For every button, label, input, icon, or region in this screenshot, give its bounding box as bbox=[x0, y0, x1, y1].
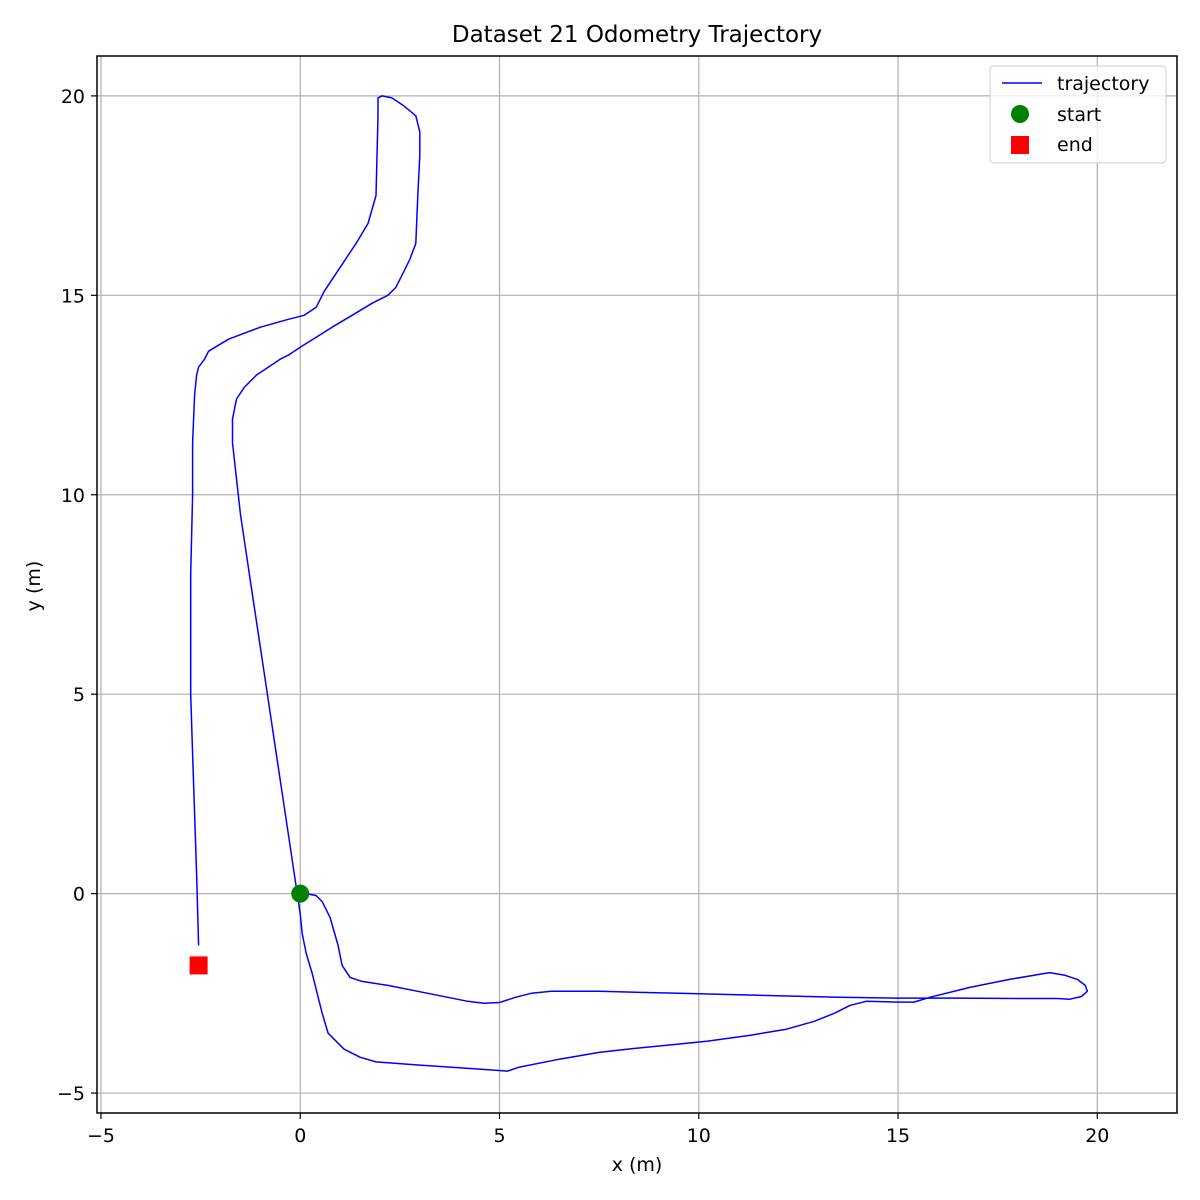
y-tick-label: 10 bbox=[61, 485, 85, 507]
x-tick-label: 15 bbox=[886, 1125, 910, 1147]
grid bbox=[97, 56, 1177, 1113]
y-tick-label: 0 bbox=[73, 884, 85, 906]
legend-end-label: end bbox=[1057, 134, 1093, 156]
axes-frame bbox=[96, 55, 1178, 1114]
legend-box bbox=[989, 65, 1167, 164]
legend-start-label: start bbox=[1057, 104, 1101, 126]
x-tick-label: 10 bbox=[687, 1125, 711, 1147]
y-tick-label: 15 bbox=[61, 285, 85, 307]
y-tick-label: 5 bbox=[73, 684, 85, 706]
x-tick-label: 20 bbox=[1085, 1125, 1109, 1147]
end-marker bbox=[189, 956, 208, 975]
legend: trajectory start end bbox=[989, 65, 1167, 164]
x-tick-label: 0 bbox=[294, 1125, 306, 1147]
trajectory-line bbox=[189, 95, 1089, 1072]
y-tick-label: 20 bbox=[61, 86, 85, 108]
ticks: −5 0 5 10 15 20 −5 0 5 10 15 20 bbox=[57, 86, 1109, 1147]
legend-start-swatch bbox=[1011, 105, 1029, 123]
start-marker bbox=[291, 884, 310, 903]
x-tick-label: 5 bbox=[493, 1125, 505, 1147]
legend-end-swatch bbox=[1011, 136, 1029, 154]
y-tick-label: −5 bbox=[57, 1083, 85, 1105]
chart-title: Dataset 21 Odometry Trajectory bbox=[452, 22, 822, 48]
plot-area bbox=[189, 95, 1089, 1072]
x-tick-label: −5 bbox=[87, 1125, 115, 1147]
y-axis-label: y (m) bbox=[23, 561, 45, 612]
legend-trajectory-label: trajectory bbox=[1057, 73, 1149, 95]
x-axis-label: x (m) bbox=[612, 1154, 663, 1176]
